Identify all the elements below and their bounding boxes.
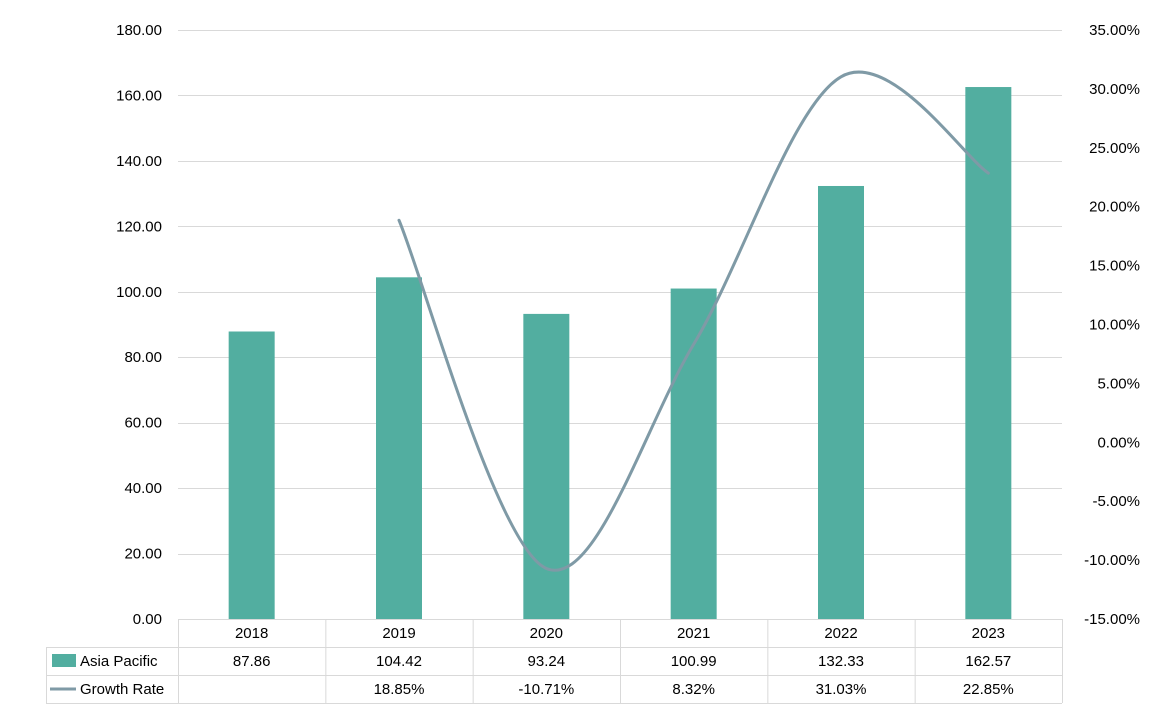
- bar-2022: [818, 185, 864, 620]
- y-right-tick-label: 25.00%: [1089, 140, 1140, 157]
- category-label-2023: 2023: [972, 625, 1005, 642]
- data-label-growth-rate-2019: 18.85%: [374, 681, 425, 698]
- bar-2019: [376, 277, 422, 619]
- gridlines: [178, 30, 1062, 620]
- legend-key-asia-pacific: [52, 654, 76, 667]
- legend-label-asia-pacific: Asia Pacific: [80, 653, 158, 670]
- y-left-tick-label: 140.00: [116, 153, 162, 170]
- bar-2021: [670, 288, 717, 619]
- bar-2020: [523, 313, 570, 619]
- data-label-growth-rate-2022: 31.03%: [816, 681, 867, 698]
- y-axis-right: -15.00% -10.00% -5.00% 0.00% 5.00% 10.00% 15.0…: [1084, 22, 1140, 628]
- y-axis-left: 0.00 20.00 40.00 60.00 80.00 100.00 120.00 140.…: [116, 22, 162, 628]
- y-left-tick-label: 180.00: [116, 22, 162, 39]
- data-label-growth-rate-2020: -10.71%: [518, 681, 574, 698]
- data-label-asia-pacific-2021: 100.99: [671, 653, 717, 670]
- bar-series-asia-pacific: [228, 87, 1012, 620]
- data-label-asia-pacific-2018: 87.86: [233, 653, 271, 670]
- y-left-tick-label: 120.00: [116, 218, 162, 235]
- legend-label-growth-rate: Growth Rate: [80, 681, 164, 698]
- y-right-tick-label: 35.00%: [1089, 22, 1140, 39]
- category-label-2019: 2019: [382, 625, 415, 642]
- y-right-tick-label: 20.00%: [1089, 199, 1140, 216]
- y-right-tick-label: -5.00%: [1092, 493, 1140, 510]
- y-right-tick-label: 15.00%: [1089, 258, 1140, 275]
- y-left-tick-label: 160.00: [116, 87, 162, 104]
- line-series-growth-rate: [397, 70, 990, 572]
- data-table: 2018 2019 2020 2021 2022 2023 Asia Pacific 87.8…: [46, 619, 1063, 704]
- y-left-tick-label: 60.00: [124, 415, 162, 432]
- bar-2018: [228, 331, 275, 619]
- y-left-tick-label: 40.00: [124, 480, 162, 497]
- category-label-2020: 2020: [530, 625, 563, 642]
- y-left-tick-label: 100.00: [116, 284, 162, 301]
- data-label-growth-rate-2021: 8.32%: [672, 681, 715, 698]
- data-label-asia-pacific-2022: 132.33: [818, 653, 864, 670]
- data-label-asia-pacific-2023: 162.57: [965, 653, 1011, 670]
- y-right-tick-label: 0.00%: [1097, 434, 1140, 451]
- y-right-tick-label: -10.00%: [1084, 552, 1140, 569]
- y-left-tick-label: 0.00: [133, 611, 162, 628]
- data-label-asia-pacific-2020: 93.24: [528, 653, 566, 670]
- y-left-tick-label: 20.00: [124, 546, 162, 563]
- category-label-2018: 2018: [235, 625, 268, 642]
- data-label-growth-rate-2023: 22.85%: [963, 681, 1014, 698]
- growth-rate-line: [397, 70, 990, 572]
- y-left-tick-label: 80.00: [124, 349, 162, 366]
- category-label-2022: 2022: [824, 625, 857, 642]
- bar-2023: [965, 87, 1012, 619]
- y-right-tick-label: 30.00%: [1089, 81, 1140, 98]
- y-right-tick-label: 5.00%: [1097, 375, 1140, 392]
- category-label-2021: 2021: [677, 625, 710, 642]
- y-right-tick-label: 10.00%: [1089, 317, 1140, 334]
- data-label-asia-pacific-2019: 104.42: [376, 653, 422, 670]
- y-right-tick-label: -15.00%: [1084, 611, 1140, 628]
